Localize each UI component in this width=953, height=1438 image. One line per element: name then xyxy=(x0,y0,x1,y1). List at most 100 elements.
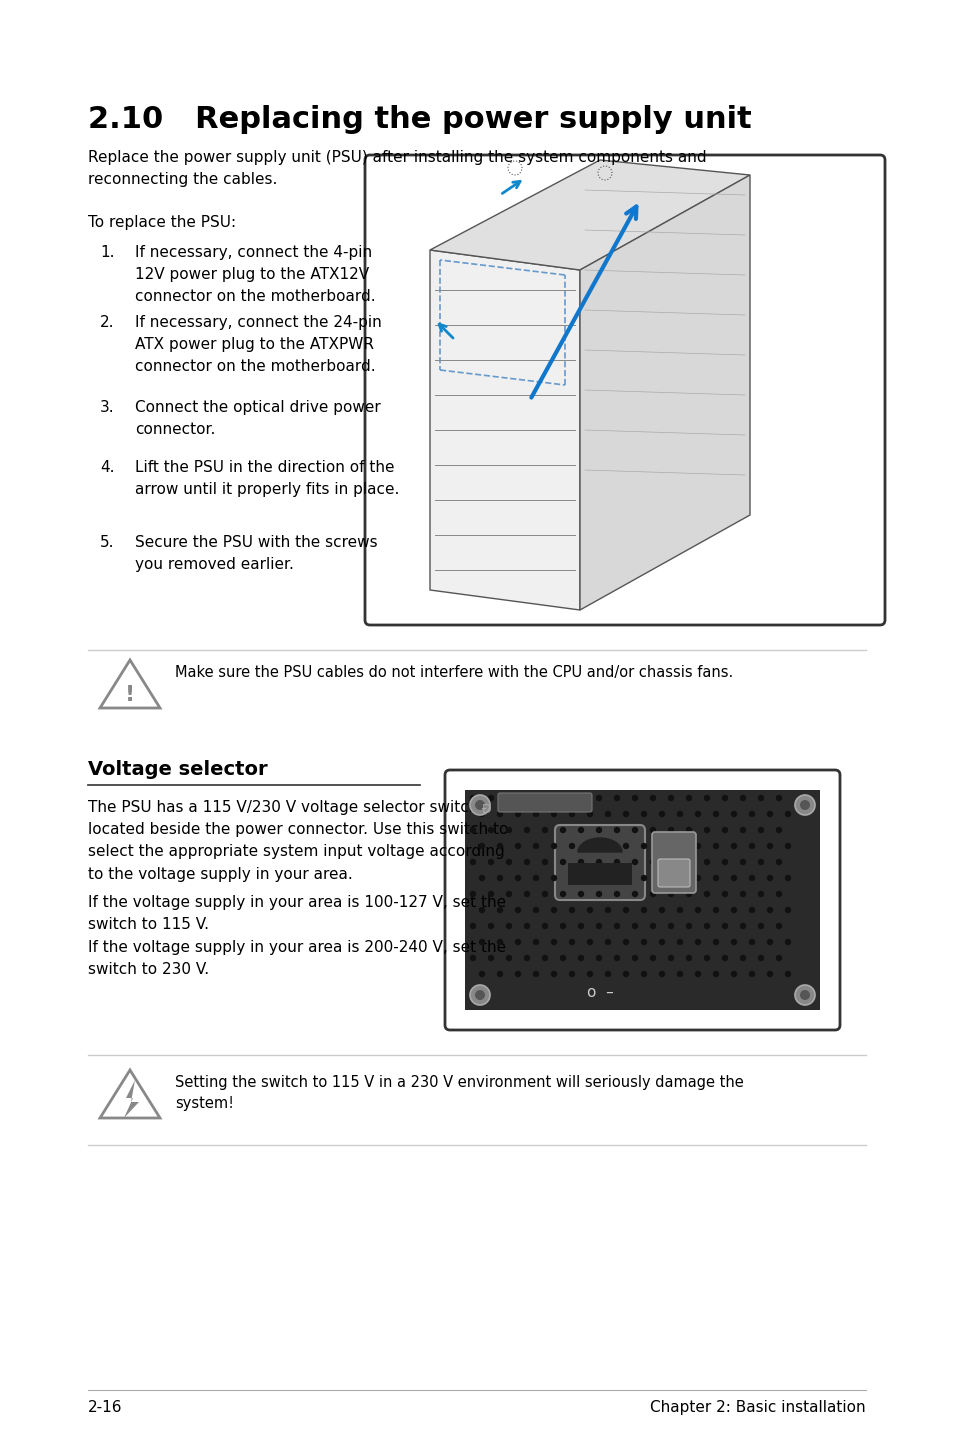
Circle shape xyxy=(721,923,727,929)
FancyBboxPatch shape xyxy=(464,789,820,1009)
Circle shape xyxy=(784,972,790,976)
Circle shape xyxy=(497,939,502,945)
Circle shape xyxy=(470,795,490,815)
Circle shape xyxy=(640,972,646,976)
Circle shape xyxy=(703,955,709,961)
FancyBboxPatch shape xyxy=(365,155,884,626)
Circle shape xyxy=(596,955,601,961)
Circle shape xyxy=(605,939,610,945)
Circle shape xyxy=(632,827,637,833)
Circle shape xyxy=(479,876,484,880)
Circle shape xyxy=(497,844,502,848)
Circle shape xyxy=(614,795,618,801)
Circle shape xyxy=(713,907,718,913)
Circle shape xyxy=(560,955,565,961)
FancyBboxPatch shape xyxy=(444,769,840,1030)
Circle shape xyxy=(776,860,781,864)
Circle shape xyxy=(686,795,691,801)
Circle shape xyxy=(794,985,814,1005)
Circle shape xyxy=(650,860,655,864)
Circle shape xyxy=(596,827,601,833)
Text: Connect the optical drive power
connector.: Connect the optical drive power connecto… xyxy=(135,400,380,437)
Text: To replace the PSU:: To replace the PSU: xyxy=(88,216,236,230)
Circle shape xyxy=(524,795,529,801)
Circle shape xyxy=(569,907,574,913)
Text: If the voltage supply in your area is 100-127 V, set the
switch to 115 V.: If the voltage supply in your area is 10… xyxy=(88,894,506,932)
Circle shape xyxy=(758,827,762,833)
Circle shape xyxy=(731,939,736,945)
Circle shape xyxy=(776,923,781,929)
Circle shape xyxy=(551,907,556,913)
Circle shape xyxy=(695,844,700,848)
Text: The PSU has a 115 V/230 V voltage selector switch
located beside the power conne: The PSU has a 115 V/230 V voltage select… xyxy=(88,800,508,881)
Circle shape xyxy=(677,972,681,976)
Circle shape xyxy=(767,972,772,976)
Circle shape xyxy=(659,907,664,913)
Circle shape xyxy=(713,939,718,945)
Circle shape xyxy=(758,892,762,896)
Circle shape xyxy=(632,955,637,961)
Circle shape xyxy=(767,844,772,848)
Text: If the voltage supply in your area is 200-240 V, set the
switch to 230 V.: If the voltage supply in your area is 20… xyxy=(88,940,506,978)
Circle shape xyxy=(640,907,646,913)
Circle shape xyxy=(677,844,681,848)
Circle shape xyxy=(640,844,646,848)
Circle shape xyxy=(632,892,637,896)
Circle shape xyxy=(515,844,520,848)
Circle shape xyxy=(686,923,691,929)
Circle shape xyxy=(605,907,610,913)
Circle shape xyxy=(475,800,484,810)
Circle shape xyxy=(695,876,700,880)
Circle shape xyxy=(686,827,691,833)
Text: If necessary, connect the 4-pin
12V power plug to the ATX12V
connector on the mo: If necessary, connect the 4-pin 12V powe… xyxy=(135,244,375,305)
Circle shape xyxy=(721,955,727,961)
Circle shape xyxy=(614,860,618,864)
Circle shape xyxy=(542,860,547,864)
Circle shape xyxy=(776,827,781,833)
Polygon shape xyxy=(430,250,579,610)
Circle shape xyxy=(640,939,646,945)
Circle shape xyxy=(776,955,781,961)
Circle shape xyxy=(721,892,727,896)
Circle shape xyxy=(560,795,565,801)
Text: If necessary, connect the 24-pin
ATX power plug to the ATXPWR
connector on the m: If necessary, connect the 24-pin ATX pow… xyxy=(135,315,381,374)
Circle shape xyxy=(767,939,772,945)
Circle shape xyxy=(713,811,718,817)
Circle shape xyxy=(749,939,754,945)
Circle shape xyxy=(749,907,754,913)
Circle shape xyxy=(703,892,709,896)
Circle shape xyxy=(721,827,727,833)
Text: Setting the switch to 115 V in a 230 V environment will seriously damage the
sys: Setting the switch to 115 V in a 230 V e… xyxy=(174,1076,743,1112)
Circle shape xyxy=(515,876,520,880)
Circle shape xyxy=(632,795,637,801)
Circle shape xyxy=(614,923,618,929)
Circle shape xyxy=(668,955,673,961)
Circle shape xyxy=(596,892,601,896)
Circle shape xyxy=(587,844,592,848)
Circle shape xyxy=(695,939,700,945)
Circle shape xyxy=(731,972,736,976)
Circle shape xyxy=(515,972,520,976)
Circle shape xyxy=(767,811,772,817)
Circle shape xyxy=(560,860,565,864)
Text: o  –: o – xyxy=(586,985,613,999)
Circle shape xyxy=(524,923,529,929)
FancyBboxPatch shape xyxy=(651,833,696,893)
Circle shape xyxy=(713,844,718,848)
Circle shape xyxy=(605,972,610,976)
Circle shape xyxy=(784,811,790,817)
Circle shape xyxy=(488,955,493,961)
Circle shape xyxy=(578,892,583,896)
Circle shape xyxy=(677,811,681,817)
Circle shape xyxy=(470,860,475,864)
Circle shape xyxy=(659,844,664,848)
Circle shape xyxy=(686,955,691,961)
Circle shape xyxy=(488,923,493,929)
Circle shape xyxy=(470,923,475,929)
Circle shape xyxy=(506,827,511,833)
Circle shape xyxy=(659,972,664,976)
Circle shape xyxy=(533,939,537,945)
Circle shape xyxy=(623,972,628,976)
Circle shape xyxy=(650,795,655,801)
Circle shape xyxy=(713,972,718,976)
